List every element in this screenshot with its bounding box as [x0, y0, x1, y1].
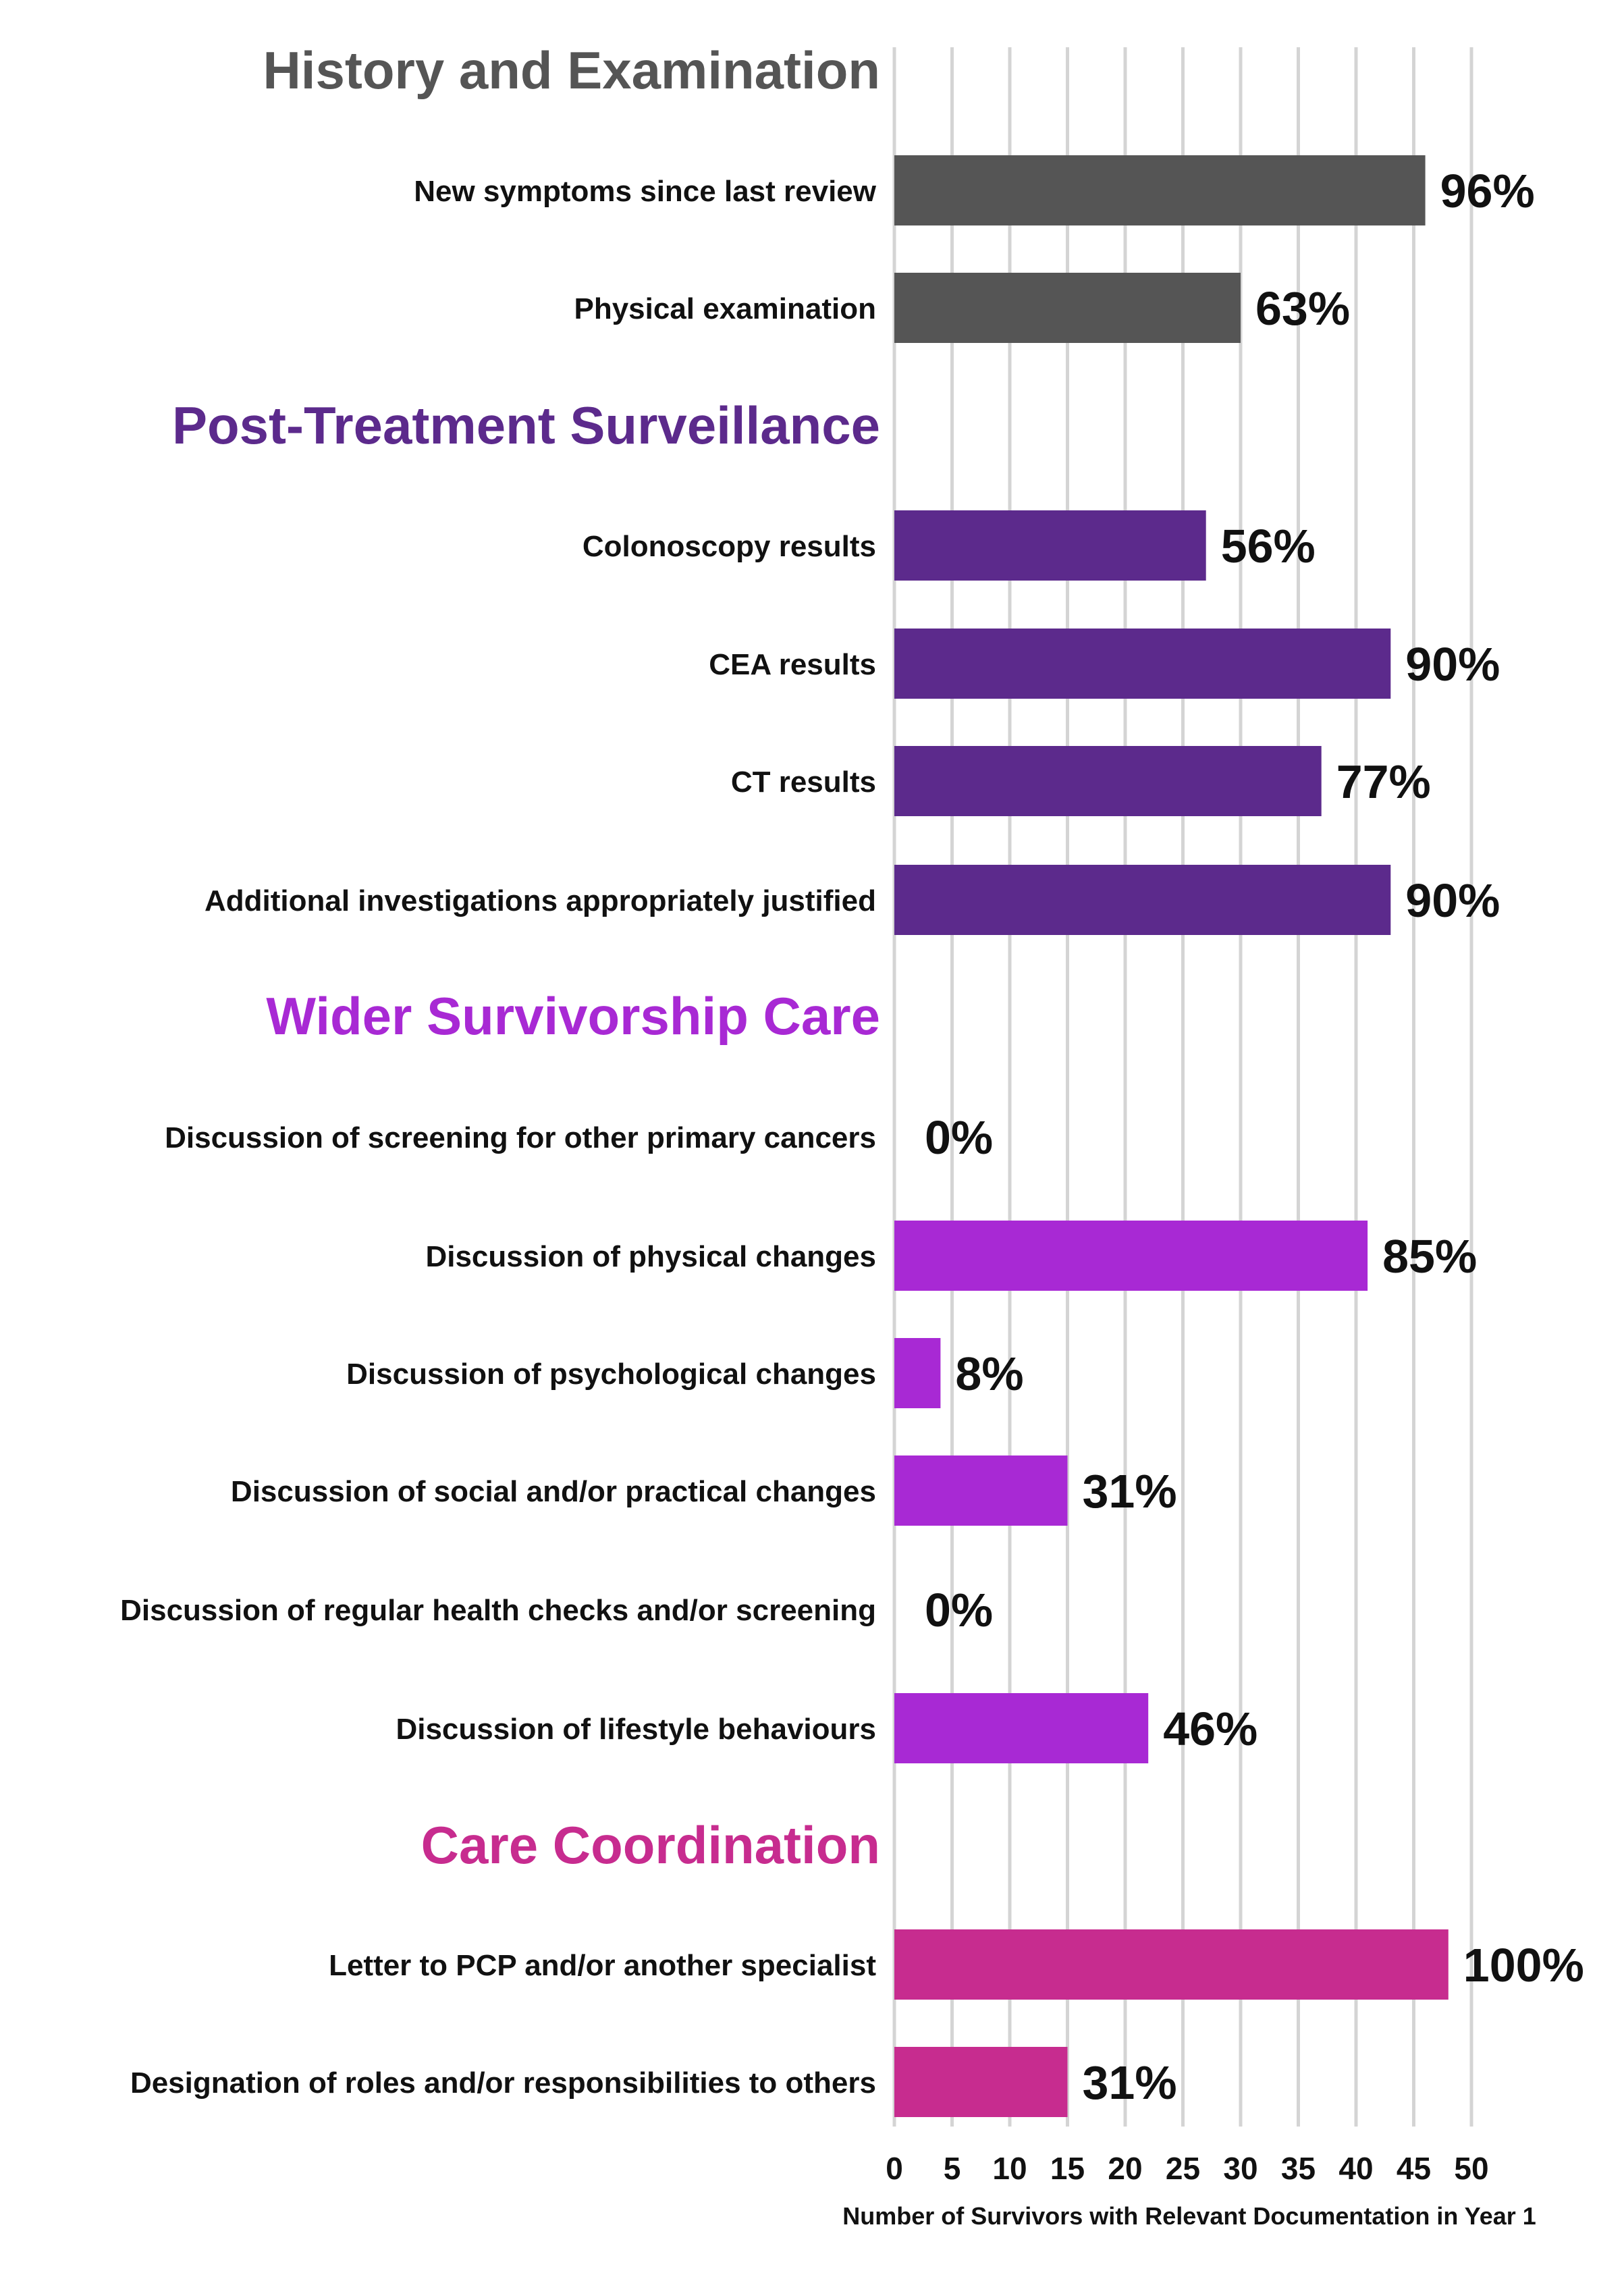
- data-label: 31%: [1083, 2056, 1177, 2109]
- x-tick-label: 50: [1454, 2151, 1488, 2186]
- section-title: History and Examination: [263, 41, 880, 100]
- x-tick-label: 5: [944, 2151, 961, 2186]
- data-label: 0%: [925, 1111, 993, 1164]
- category-label: Letter to PCP and/or another specialist: [329, 1949, 876, 1982]
- bar: [894, 510, 1206, 581]
- x-tick-label: 40: [1338, 2151, 1373, 2186]
- x-tick-label: 0: [886, 2151, 903, 2186]
- bar: [894, 865, 1391, 935]
- bar: [894, 1929, 1449, 2000]
- bar: [894, 1338, 941, 1408]
- x-tick-label: 10: [992, 2151, 1027, 2186]
- category-label: New symptoms since last review: [414, 175, 877, 208]
- data-label: 85%: [1382, 1230, 1477, 1283]
- x-tick-label: 20: [1108, 2151, 1142, 2186]
- data-label: 56%: [1221, 520, 1316, 572]
- data-label: 96%: [1440, 165, 1535, 217]
- x-tick-label: 45: [1397, 2151, 1431, 2186]
- x-axis: 0 5 10 15 20 25 30 35 40 45 50 Number of Survivors …: [842, 2151, 1536, 2230]
- category-label: Discussion of social and/or practical ch…: [231, 1475, 876, 1508]
- x-tick-label: 35: [1281, 2151, 1316, 2186]
- x-axis-title: Number of Survivors with Relevant Docume…: [842, 2202, 1536, 2230]
- bar: [894, 746, 1322, 816]
- category-label: Discussion of screening for other primar…: [165, 1121, 876, 1154]
- labels: History and Examination New symptoms sinc…: [120, 41, 1584, 2109]
- category-label: Discussion of regular health checks and/…: [120, 1594, 876, 1627]
- data-label: 100%: [1463, 1939, 1584, 1992]
- category-label: Discussion of lifestyle behaviours: [396, 1713, 876, 1746]
- x-tick-label: 15: [1050, 2151, 1085, 2186]
- x-tick-label: 30: [1223, 2151, 1257, 2186]
- category-label: Physical examination: [574, 292, 876, 325]
- bar: [894, 155, 1426, 225]
- bar: [894, 2047, 1068, 2117]
- section-title: Wider Survivorship Care: [266, 986, 880, 1046]
- category-label: Designation of roles and/or responsibili…: [130, 2066, 876, 2100]
- category-label: Colonoscopy results: [583, 530, 876, 563]
- section-title: Post-Treatment Surveillance: [172, 396, 880, 455]
- bar: [894, 273, 1241, 343]
- data-label: 8%: [955, 1347, 1023, 1400]
- data-label: 77%: [1336, 755, 1431, 808]
- data-label: 0%: [925, 1584, 993, 1636]
- bar: [894, 1455, 1068, 1526]
- category-label: CT results: [731, 766, 876, 799]
- data-label: 90%: [1405, 638, 1500, 691]
- category-label: CEA results: [709, 648, 876, 681]
- bars: [894, 155, 1449, 2117]
- data-label: 46%: [1163, 1703, 1257, 1755]
- category-label: Discussion of physical changes: [425, 1240, 876, 1273]
- bar: [894, 1693, 1149, 1763]
- bar: [894, 629, 1391, 699]
- data-label: 63%: [1255, 282, 1350, 335]
- bar: [894, 1221, 1368, 1291]
- gridlines: [892, 47, 1473, 2127]
- category-label: Additional investigations appropriately …: [205, 884, 876, 917]
- data-label: 31%: [1083, 1465, 1177, 1518]
- section-title: Care Coordination: [421, 1815, 880, 1875]
- x-tick-label: 25: [1166, 2151, 1200, 2186]
- data-label: 90%: [1405, 874, 1500, 927]
- category-label: Discussion of psychological changes: [346, 1358, 876, 1391]
